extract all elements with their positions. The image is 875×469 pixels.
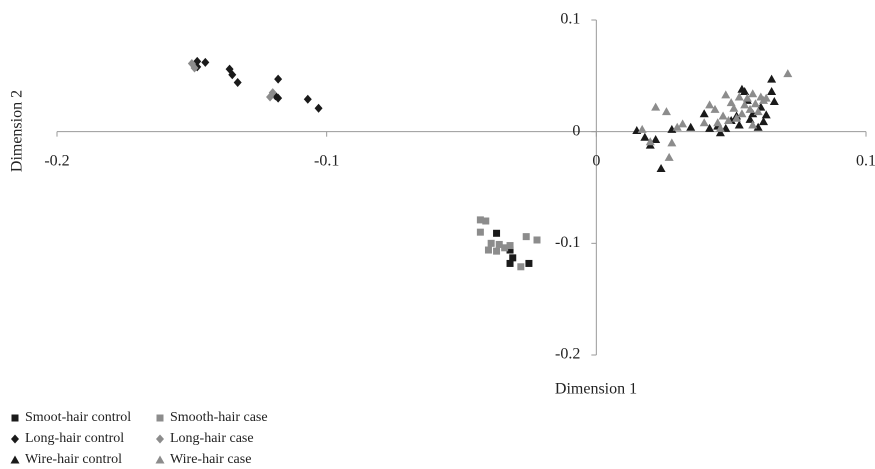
point xyxy=(667,124,677,133)
point xyxy=(187,59,196,69)
point xyxy=(522,233,530,241)
point xyxy=(726,98,736,107)
x-tick-label: 0.1 xyxy=(856,152,875,169)
point xyxy=(509,254,517,262)
legend-label: Long-hair control xyxy=(25,431,124,446)
point xyxy=(737,109,747,118)
point xyxy=(637,124,647,133)
legend-marker xyxy=(155,455,165,464)
point xyxy=(767,86,777,95)
point xyxy=(723,116,733,124)
legend-label: Wire-hair control xyxy=(25,452,122,467)
point xyxy=(713,118,723,127)
y-tick-label: -0.2 xyxy=(555,346,580,363)
point xyxy=(732,113,742,122)
point xyxy=(656,164,666,173)
point xyxy=(748,89,758,98)
point xyxy=(686,122,696,131)
point xyxy=(274,74,283,84)
point xyxy=(664,152,674,161)
point xyxy=(767,74,777,83)
y-tick-label: 0 xyxy=(572,122,580,139)
x-tick-label: -0.1 xyxy=(314,152,339,169)
legend-marker xyxy=(11,434,19,444)
point xyxy=(506,259,514,267)
point xyxy=(753,122,763,131)
point xyxy=(493,229,501,237)
point xyxy=(761,93,771,102)
point xyxy=(303,94,312,104)
point xyxy=(748,120,758,129)
point xyxy=(710,104,720,113)
point xyxy=(651,102,661,111)
point xyxy=(201,57,210,67)
point xyxy=(737,84,747,93)
point xyxy=(745,104,755,113)
point xyxy=(748,109,758,118)
point xyxy=(740,100,750,109)
legend-marker xyxy=(10,455,20,464)
point xyxy=(783,69,793,78)
point xyxy=(493,247,501,255)
point xyxy=(718,111,728,120)
y-axis-title: Dimension 2 xyxy=(9,90,26,172)
point xyxy=(476,216,484,224)
point xyxy=(495,240,503,248)
point xyxy=(476,228,484,236)
point xyxy=(482,217,490,225)
point xyxy=(734,120,744,129)
point xyxy=(233,78,242,88)
point xyxy=(506,246,514,254)
point xyxy=(729,103,739,112)
legend-marker xyxy=(156,434,164,444)
point xyxy=(721,90,731,99)
point xyxy=(715,128,725,137)
point xyxy=(506,242,514,250)
legend: Smoot-hair control Smooth-hair case Long-h… xyxy=(10,410,268,467)
point xyxy=(699,109,709,118)
x-axis-title: Dimension 1 xyxy=(555,381,637,398)
point xyxy=(742,93,752,102)
point xyxy=(678,119,688,128)
legend-label: Smooth-hair case xyxy=(170,410,268,425)
point xyxy=(484,246,492,254)
point xyxy=(750,99,760,108)
point xyxy=(715,123,725,132)
y-tick-label: -0.1 xyxy=(555,234,580,251)
point xyxy=(759,117,769,126)
point xyxy=(705,100,715,109)
point xyxy=(672,122,682,131)
point xyxy=(699,118,709,127)
x-tick-label: 0 xyxy=(592,152,600,169)
legend-label: Wire-hair case xyxy=(170,452,251,467)
point xyxy=(525,259,533,267)
point xyxy=(268,88,277,98)
point xyxy=(705,123,715,132)
point xyxy=(314,103,323,113)
legend-label: Long-hair case xyxy=(170,431,254,446)
point xyxy=(533,236,541,244)
point xyxy=(761,110,771,119)
point xyxy=(517,263,525,271)
point xyxy=(753,107,763,116)
point xyxy=(651,134,661,143)
point xyxy=(228,70,237,80)
point xyxy=(667,138,677,147)
point xyxy=(745,114,755,123)
point xyxy=(487,239,495,247)
point xyxy=(640,132,650,141)
legend-label: Smoot-hair control xyxy=(25,410,131,425)
point xyxy=(661,107,671,116)
point xyxy=(501,244,509,252)
legend-marker xyxy=(11,414,19,422)
point xyxy=(190,63,199,73)
x-tick-label: -0.2 xyxy=(44,152,69,169)
point xyxy=(734,92,744,101)
legend-marker xyxy=(156,414,164,422)
y-tick-label: 0.1 xyxy=(560,11,580,28)
point xyxy=(645,137,655,146)
point xyxy=(769,97,779,106)
